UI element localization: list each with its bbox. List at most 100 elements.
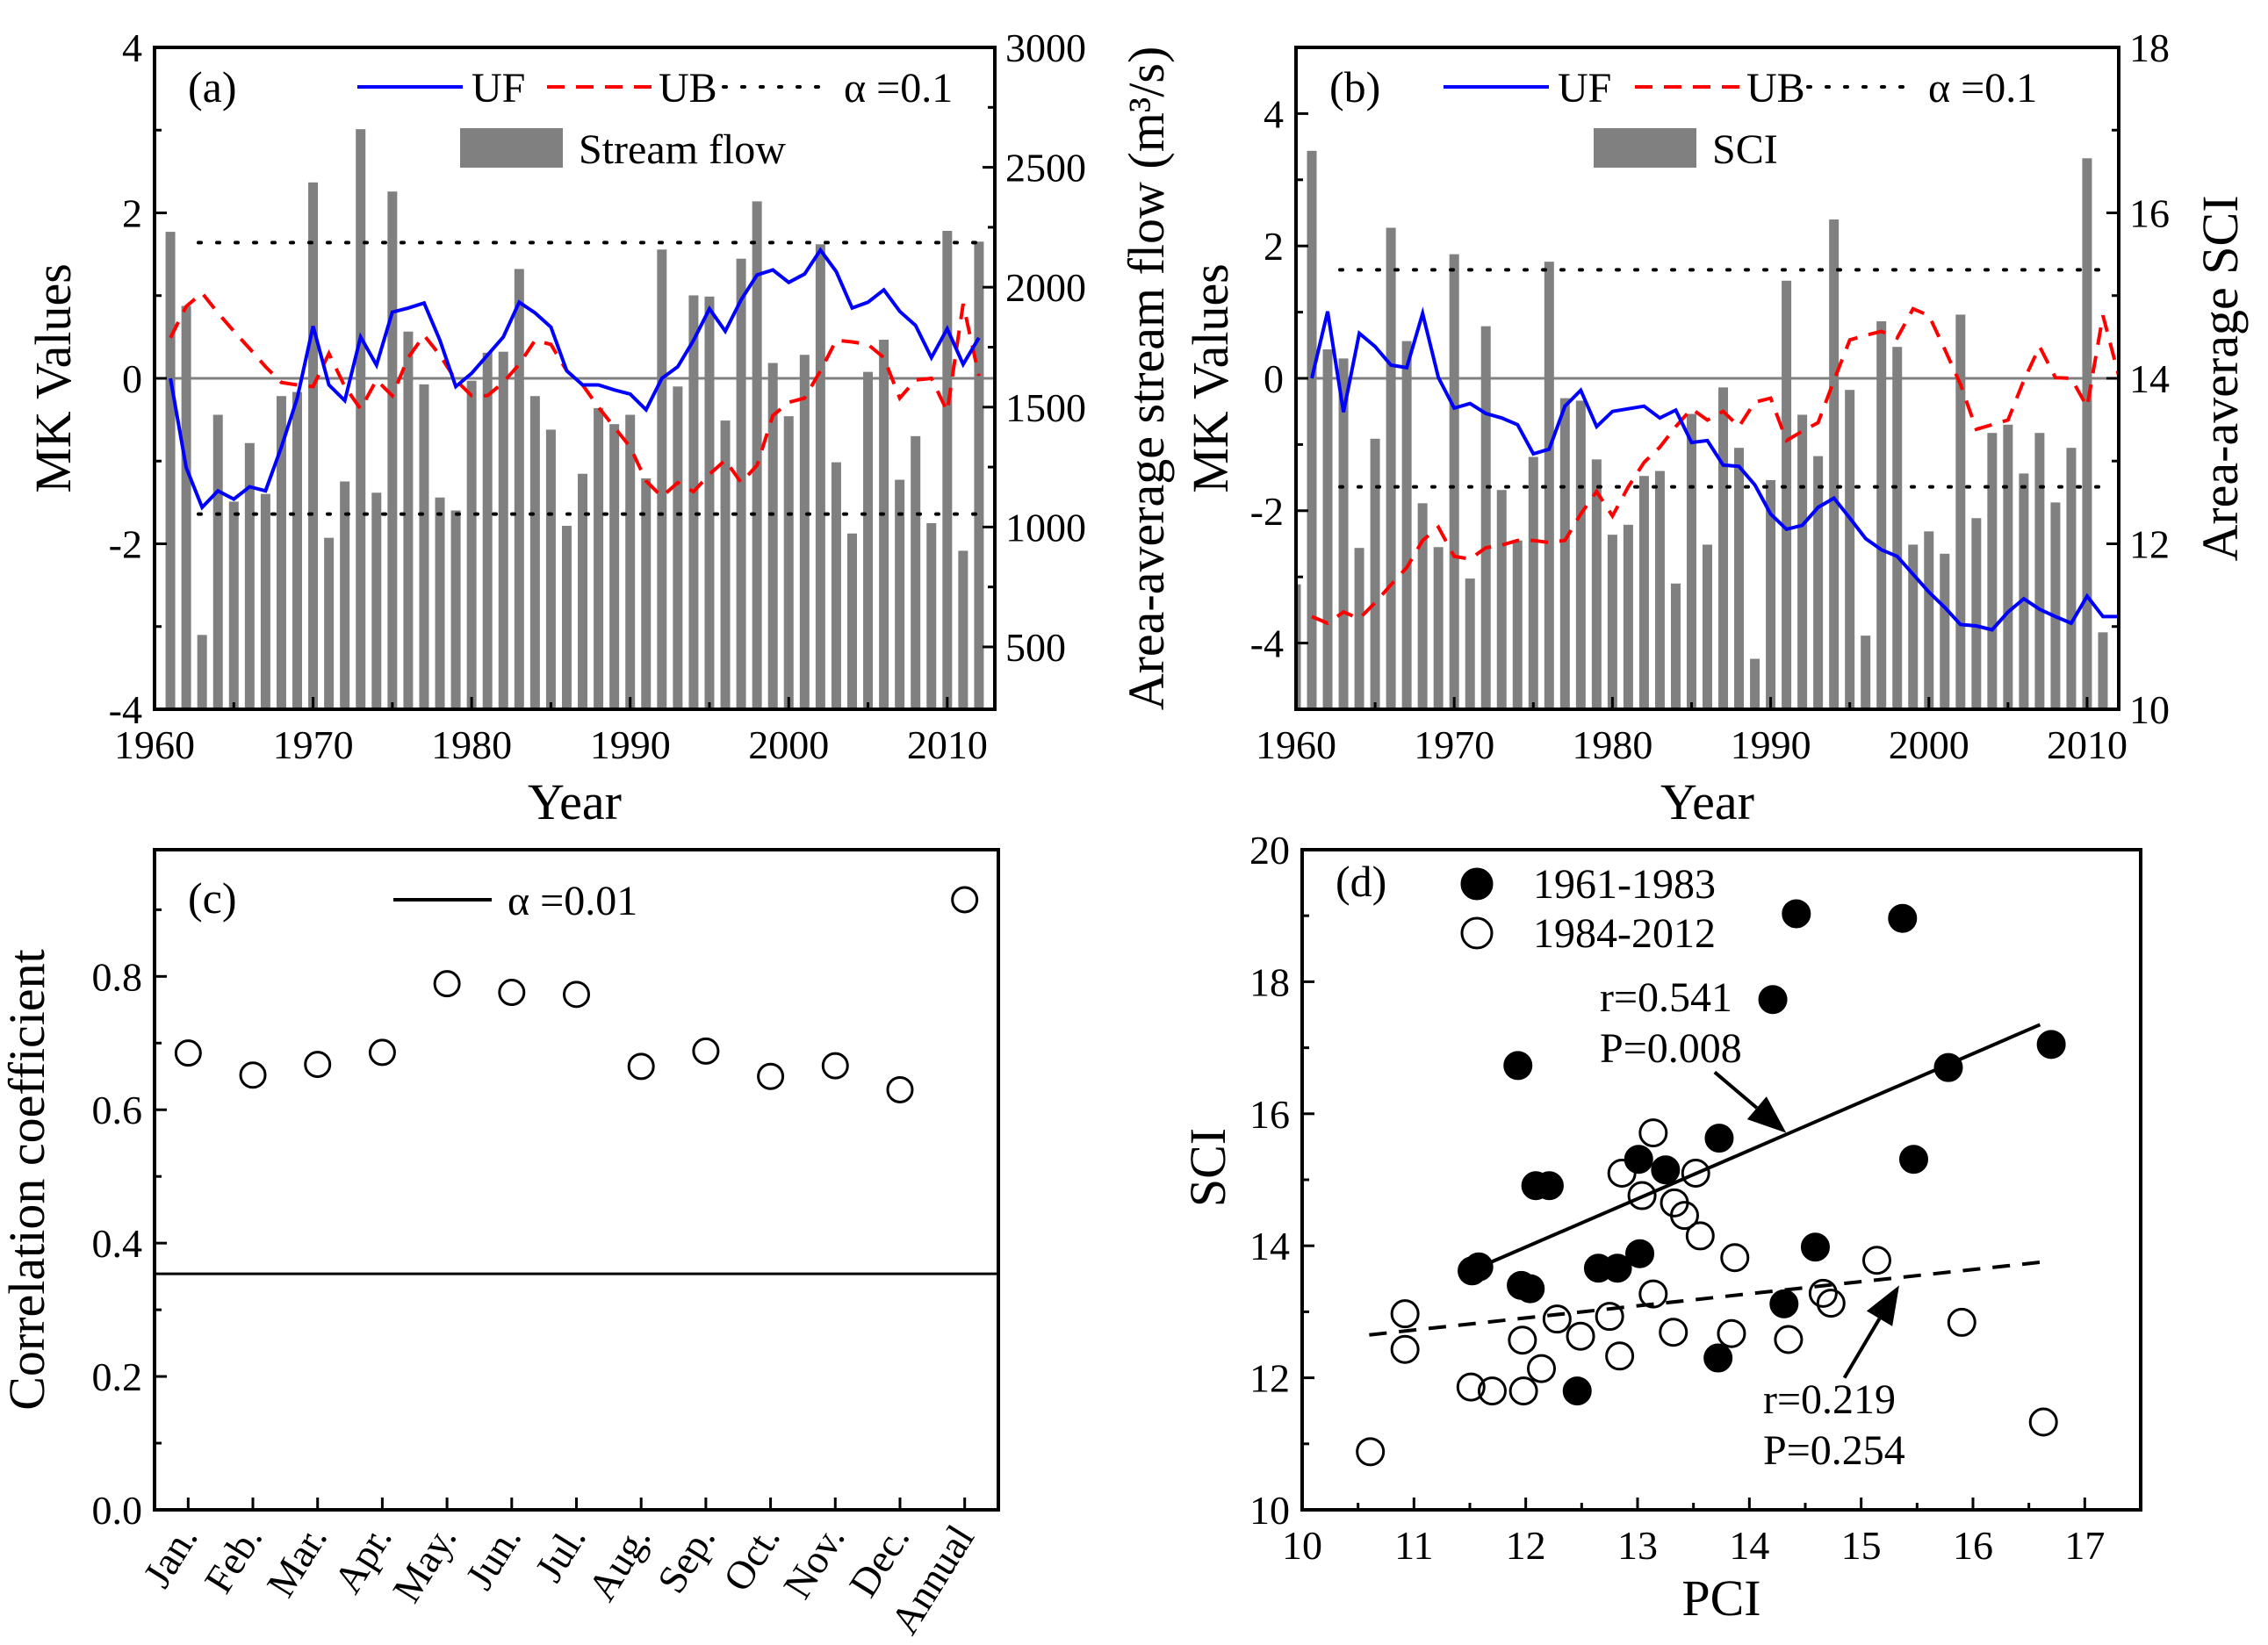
bar-2005: [2003, 424, 2013, 709]
bar-1990: [625, 414, 636, 709]
y-axis-title: MK Values: [1182, 263, 1239, 493]
bar-2003: [831, 462, 841, 709]
bar-1968: [276, 396, 286, 709]
bar-1965: [1370, 438, 1380, 709]
bar-1965: [228, 501, 239, 709]
y-right-tick-label: 1000: [1005, 505, 1086, 550]
panel-label: (d): [1336, 857, 1386, 906]
legend-bar-swatch: [1594, 128, 1696, 168]
open-point-16: [1659, 1318, 1688, 1347]
point-1: [239, 1061, 267, 1089]
bar-1986: [1703, 544, 1712, 709]
open-point-5: [1508, 1376, 1538, 1406]
filled-point-18: [1800, 1232, 1830, 1262]
x-tick-label: 17: [2064, 1523, 2105, 1568]
x-tick-label: 1990: [1731, 722, 1811, 767]
bar-1992: [657, 249, 667, 709]
bar-1966: [1386, 227, 1396, 709]
bar-2001: [1940, 553, 1950, 709]
bar-1984: [529, 396, 540, 709]
bar-1964: [1354, 548, 1364, 709]
bar-2001: [799, 355, 810, 709]
legend-bar-swatch: [460, 128, 563, 168]
open-point-28: [2028, 1407, 2058, 1437]
bar-1972: [1480, 326, 1491, 709]
bar-1974: [1512, 540, 1523, 709]
legend-uf-label: UF: [1558, 65, 1611, 111]
bar-1991: [641, 478, 652, 709]
open-point-22: [1720, 1243, 1750, 1273]
y-tick-label: 20: [1249, 828, 1290, 873]
y-right-tick-label: 2500: [1005, 146, 1086, 190]
y-tick-label: 0: [1264, 356, 1284, 401]
bar-2008: [2050, 502, 2061, 709]
bar-1975: [1528, 456, 1538, 709]
bar-1976: [1544, 262, 1554, 709]
bar-1994: [688, 295, 699, 709]
open-point-10: [1595, 1302, 1624, 1332]
open-point-8: [1542, 1304, 1572, 1334]
bar-1989: [1750, 658, 1760, 709]
bar-2005: [863, 371, 874, 709]
bar-1974: [371, 492, 382, 709]
x-tick-label: 1960: [114, 722, 195, 767]
filled-point-13: [1703, 1343, 1733, 1373]
legend-ub-label: UB: [659, 65, 717, 111]
legend-bar-label: Stream flow: [579, 126, 786, 173]
point-7: [627, 1052, 655, 1081]
y-right-tick-label: 1500: [1005, 385, 1086, 430]
y-right-tick-label: 16: [2129, 191, 2170, 236]
bar-2010: [2082, 158, 2092, 709]
bar-1998: [1892, 347, 1903, 709]
y-axis-title: MK Values: [25, 263, 82, 493]
panel-b-mk-sci: 1960 1970 1980 1990 2000 2010 -4 -2 0 2 4 10 12 14 16 1…: [1182, 25, 2249, 830]
bar-1977: [419, 384, 429, 709]
y-tick-label: 4: [1264, 91, 1284, 136]
fit-line-1984-2012: [1369, 1261, 2041, 1337]
y-right-tick-label: 14: [2129, 356, 2170, 401]
ub-series-line: [1311, 306, 2119, 626]
y-tick-label: 12: [1249, 1356, 1290, 1401]
filled-point-17: [1782, 899, 1811, 929]
bar-1988: [1734, 448, 1745, 709]
bar-1999: [767, 363, 778, 709]
open-point-19: [1681, 1158, 1710, 1188]
bar-1973: [1496, 490, 1507, 709]
filled-point-12: [1651, 1155, 1681, 1185]
y-tick-label: 16: [1249, 1092, 1290, 1137]
point-3: [368, 1038, 396, 1067]
bar-1993: [673, 386, 683, 709]
open-point-27: [1947, 1307, 1976, 1337]
bar-1987: [578, 473, 588, 709]
open-point-11: [1605, 1341, 1635, 1371]
bar-1979: [450, 510, 461, 709]
filled-point-6: [1534, 1171, 1564, 1201]
bar-1968: [1417, 503, 1428, 709]
y-tick-label: 4: [122, 25, 142, 70]
bar-1995: [1845, 390, 1855, 709]
bar-1963: [197, 635, 207, 709]
bar-2010: [942, 230, 953, 709]
open-point-18: [1669, 1201, 1699, 1231]
arrow-shaft-1: [1842, 1318, 1882, 1379]
bar-1971: [1465, 578, 1475, 709]
x-axis-title: Year: [528, 773, 622, 830]
bar-1981: [482, 352, 493, 709]
y-right-tick-label: 18: [2129, 25, 2170, 70]
y-tick-label: 0.8: [92, 954, 143, 999]
bar-1960: [1296, 584, 1301, 709]
y-right-axis-title: Area-average SCI: [2192, 195, 2249, 561]
bar-2011: [2098, 632, 2108, 709]
panel-label: (a): [188, 62, 237, 111]
bar-2006: [879, 340, 889, 709]
panel-label: (b): [1329, 62, 1380, 111]
arrow-shaft-0: [1713, 1070, 1759, 1110]
bar-2000: [1924, 531, 1934, 709]
open-point-14: [1638, 1118, 1668, 1148]
legend-uf-label: UF: [472, 65, 525, 111]
x-tick-label: 1980: [431, 722, 512, 767]
y-tick-label: 10: [1249, 1488, 1290, 1533]
open-point-6: [1508, 1325, 1537, 1355]
bar-1964: [212, 414, 223, 709]
